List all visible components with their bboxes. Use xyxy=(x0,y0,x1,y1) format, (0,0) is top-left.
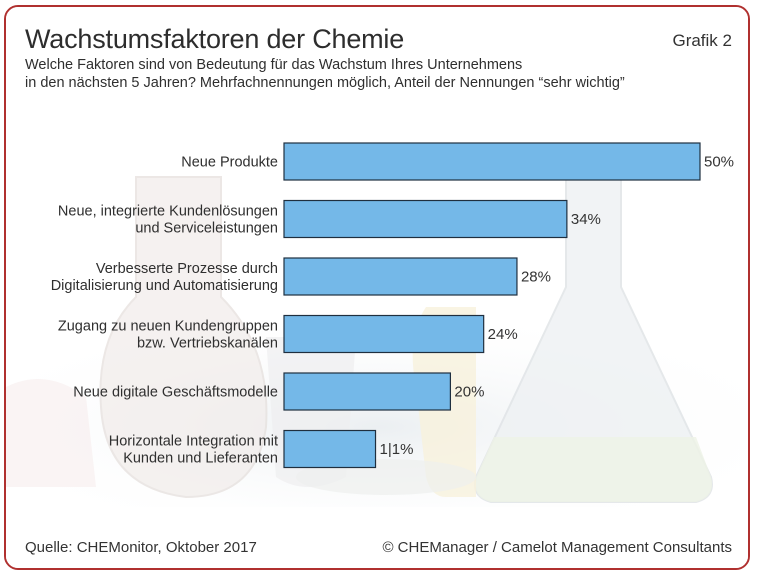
bar-5 xyxy=(283,429,377,469)
chart-subtitle-line1: Welche Faktoren sind von Bedeutung für d… xyxy=(25,57,523,73)
value-label-0: 50% xyxy=(704,154,734,171)
bar-1 xyxy=(283,199,568,239)
chart-subtitle-line2: in den nächsten 5 Jahren? Mehrfachnennun… xyxy=(25,75,625,91)
figure-tag: Grafik 2 xyxy=(672,31,732,50)
copyright-note: © CHEManager / Camelot Management Consul… xyxy=(382,539,732,556)
category-label-4: Neue digitale Geschäftsmodelle xyxy=(73,385,278,401)
category-label-3: Zugang zu neuen Kundengruppen bzw. Vertri… xyxy=(58,319,278,352)
category-label-1: Neue, integrierte Kundenlösungen und Serv… xyxy=(58,204,278,237)
source-note: Quelle: CHEMonitor, Oktober 2017 xyxy=(25,539,257,556)
chart-title: Wachstumsfaktoren der Chemie xyxy=(25,24,405,54)
bar-2 xyxy=(283,257,518,296)
value-label-3: 24% xyxy=(488,326,518,343)
value-label-4: 20% xyxy=(454,384,484,401)
bar-3 xyxy=(283,314,485,354)
chart-frame: Wachstumsfaktoren der Chemie Grafik 2 We… xyxy=(4,5,750,570)
value-label-1: 34% xyxy=(571,211,601,228)
category-label-0: Neue Produkte xyxy=(181,155,278,171)
bar-4 xyxy=(283,372,451,411)
value-label-5: 1|1% xyxy=(380,441,414,458)
category-label-5: Horizontale Integration mit Kunden und Li… xyxy=(109,434,278,467)
bar-chart: 50% Neue Produkte 34% Neue, integrierte Kun… xyxy=(51,142,734,469)
bar-0 xyxy=(283,142,701,181)
category-label-2: Verbesserte Prozesse durch Digitalisierun… xyxy=(51,261,278,294)
value-label-2: 28% xyxy=(521,269,551,286)
